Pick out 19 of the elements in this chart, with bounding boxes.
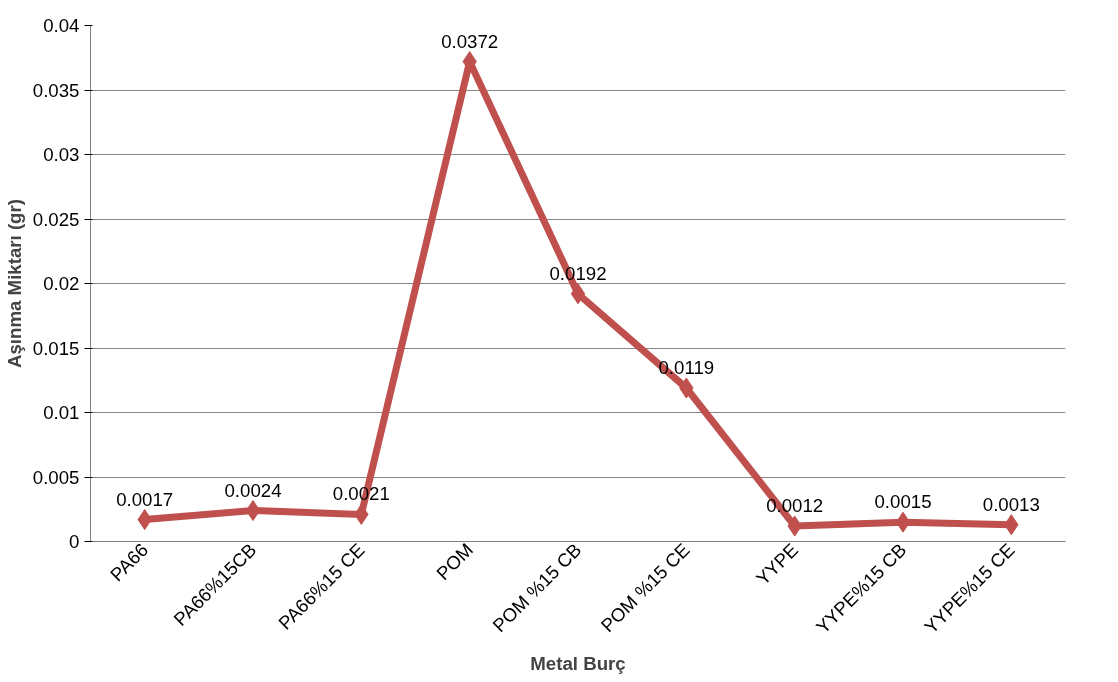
data-label: 0.0024	[224, 479, 282, 501]
data-label: 0.0017	[116, 488, 174, 510]
y-tick-label: 0.005	[32, 466, 80, 488]
point	[245, 500, 261, 522]
data-label: 0.0015	[874, 491, 932, 513]
y-tick-label: 0.04	[43, 15, 80, 36]
y-tick-label: 0.025	[32, 208, 80, 230]
y-tick-label: 0.01	[43, 402, 80, 423]
y-tick-label: 0.035	[32, 79, 80, 101]
point	[895, 511, 911, 533]
x-axis-title: Metal Burç	[530, 652, 626, 674]
y-axis-title: Aşınma Miktarı (gr)	[3, 199, 25, 368]
point	[570, 283, 586, 305]
data-label: 0.0013	[982, 493, 1040, 515]
y-tick-label: 0.02	[43, 273, 80, 294]
data-label: 0.0372	[441, 30, 499, 52]
y-tick-label: 0.03	[43, 144, 80, 165]
y-tick-label: 0	[69, 531, 80, 552]
y-tick-label: 0.015	[32, 337, 80, 359]
